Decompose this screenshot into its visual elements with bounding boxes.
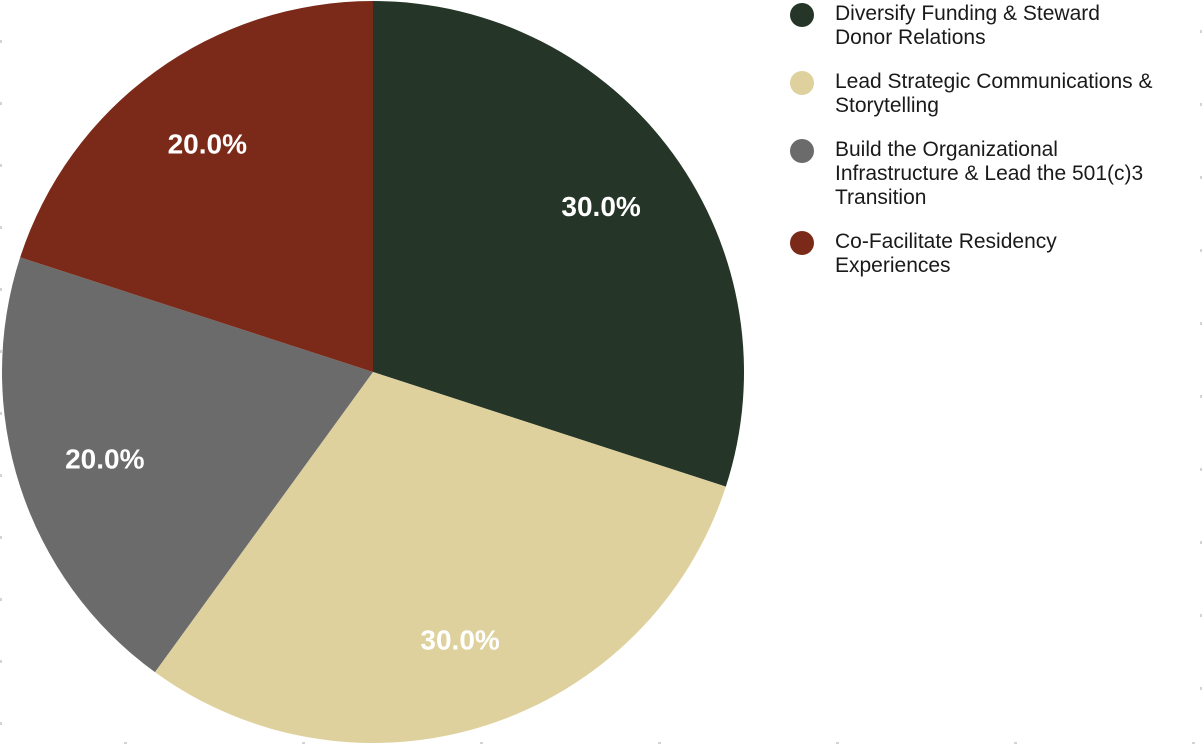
- legend: Diversify Funding & Steward Donor Relatio…: [790, 2, 1194, 278]
- legend-color-dot-icon: [790, 139, 814, 163]
- legend-item: Build the Organizational Infrastructure &…: [790, 138, 1194, 210]
- pie-slice: [1, 257, 374, 673]
- pie-slice: [20, 1, 373, 372]
- legend-item-label: Build the Organizational Infrastructure &…: [835, 138, 1144, 209]
- pie-slice-percentage-label: 20.0%: [168, 128, 247, 159]
- pie-slice: [154, 372, 726, 744]
- legend-color-dot-icon: [790, 231, 814, 255]
- legend-item: Co-Facilitate Residency Experiences: [790, 230, 1194, 278]
- pie-slice-percentage-label: 30.0%: [420, 625, 499, 656]
- legend-item-label: Lead Strategic Communications & Storytell…: [835, 70, 1153, 117]
- legend-color-dot-icon: [790, 71, 814, 95]
- pie-slice-percentage-label: 30.0%: [561, 191, 640, 222]
- legend-color-dot-icon: [790, 3, 814, 27]
- legend-item: Diversify Funding & Steward Donor Relatio…: [790, 2, 1194, 50]
- pie-slice-percentage-label: 20.0%: [65, 444, 144, 475]
- legend-item-label: Co-Facilitate Residency Experiences: [835, 230, 1057, 277]
- legend-item: Lead Strategic Communications & Storytell…: [790, 70, 1194, 118]
- legend-item-label: Diversify Funding & Steward Donor Relatio…: [835, 2, 1100, 49]
- pie-slice: [373, 1, 744, 487]
- pie-chart: 30.0% 30.0% 20.0% 20.0%: [1, 1, 744, 744]
